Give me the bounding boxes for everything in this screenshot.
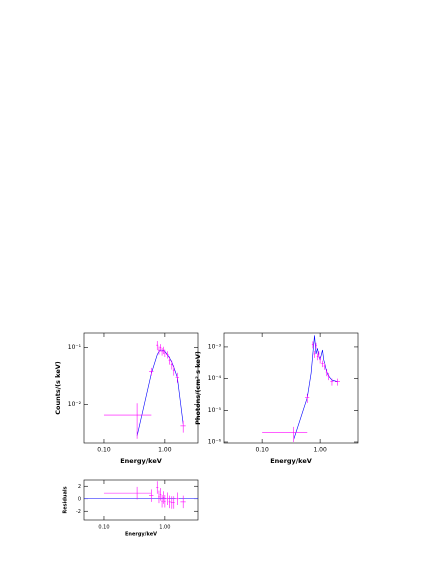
model-line <box>293 335 338 440</box>
y-tick-label: 10⁻⁶ <box>208 439 222 446</box>
y-tick-label: 10⁻¹ <box>68 344 82 351</box>
x-axis-label: Energy/keV <box>120 457 162 465</box>
x-tick-label: 0.10 <box>255 447 269 454</box>
x-tick-label: 1.00 <box>158 447 172 454</box>
x-tick-label: 1.00 <box>159 525 170 531</box>
y-tick-label: 10⁻⁵ <box>208 407 222 414</box>
plot-frame <box>83 332 199 444</box>
plot-frame <box>83 479 199 521</box>
y-axis-label: Photons/(cm² s keV) <box>194 351 202 425</box>
y-tick-label: 2 <box>78 484 81 490</box>
plot-frame <box>223 332 359 444</box>
x-axis-label: Energy/keV <box>125 532 157 538</box>
x-tick-label: 0.10 <box>98 525 109 531</box>
x-tick-label: 0.10 <box>97 447 111 454</box>
model-line <box>136 349 184 436</box>
y-axis-label: Residuals <box>63 486 69 513</box>
y-tick-label: 10⁻⁴ <box>208 375 222 382</box>
y-tick-label: 10⁻² <box>68 401 82 408</box>
y-tick-label: -2 <box>76 509 81 515</box>
x-tick-label: 1.00 <box>313 447 327 454</box>
y-axis-label: Counts/(s keV) <box>54 361 62 415</box>
y-tick-label: 10⁻³ <box>208 343 222 350</box>
y-tick-label: 0 <box>78 496 81 502</box>
x-axis-label: Energy/keV <box>270 457 312 465</box>
